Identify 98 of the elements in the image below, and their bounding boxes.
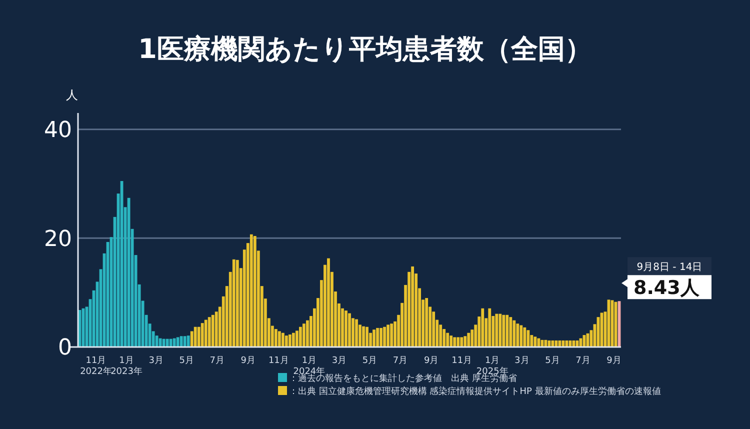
bar	[211, 314, 214, 347]
bar	[544, 340, 548, 347]
x-tick-label: 7月	[210, 356, 224, 366]
bar	[464, 336, 467, 347]
x-tick-label: 5月	[179, 356, 194, 366]
bar	[362, 326, 365, 347]
bar	[516, 324, 520, 347]
bar	[467, 332, 470, 347]
bar	[425, 298, 428, 347]
y-tick-label: 20	[44, 226, 72, 252]
bar	[453, 337, 456, 347]
bar	[390, 324, 393, 347]
chart-title: 1医療機関あたり平均患者数（全国）	[138, 34, 592, 65]
bar	[376, 328, 379, 347]
bar	[274, 329, 278, 347]
bar	[520, 325, 523, 347]
bar	[288, 334, 292, 347]
bar	[372, 330, 376, 347]
bar	[562, 340, 565, 347]
x-tick-label: 7月	[576, 356, 590, 366]
bar	[232, 259, 236, 347]
bar	[537, 338, 540, 347]
bar	[534, 336, 537, 347]
bar	[565, 340, 568, 347]
bar	[180, 336, 183, 347]
bar	[380, 328, 382, 347]
x-tick-label: 11月	[452, 356, 472, 366]
y-axis-title: 人	[66, 88, 78, 102]
bar	[208, 317, 211, 347]
x-tick-label: 1月 2023年	[110, 356, 142, 377]
bar	[250, 234, 253, 347]
bar	[450, 336, 453, 347]
bar	[253, 236, 256, 347]
bar	[488, 308, 492, 347]
y-tick-label: 40	[44, 118, 72, 144]
annotation: 8.43人	[633, 277, 700, 300]
bar	[355, 319, 358, 347]
bar	[383, 326, 386, 347]
bar	[526, 330, 530, 347]
bar	[446, 332, 450, 347]
bar	[281, 332, 284, 347]
bar	[302, 324, 306, 347]
bar	[366, 326, 368, 347]
x-tick-label: 11月 2022年	[80, 356, 112, 377]
bar	[186, 336, 190, 347]
bar	[158, 338, 162, 347]
bar	[551, 340, 554, 347]
bar	[306, 320, 309, 347]
x-tick-label: 3月	[514, 356, 530, 366]
bar	[548, 340, 551, 347]
bar	[172, 338, 176, 347]
x-tick-label: 7月	[392, 356, 408, 366]
y-tick-label: 0	[58, 336, 72, 361]
text: 9月8日 - 14日	[636, 262, 702, 274]
bar	[327, 258, 330, 347]
bar	[456, 337, 460, 347]
bar	[169, 338, 172, 347]
x-tick-label: 5月	[362, 356, 378, 366]
bar	[523, 327, 526, 347]
bar	[194, 326, 197, 347]
bar	[284, 336, 288, 347]
x-tick-label: 9月	[424, 356, 439, 366]
bar	[236, 260, 239, 347]
x-tick-label: 3月	[148, 356, 164, 366]
bar	[204, 320, 208, 347]
bar	[190, 331, 194, 347]
bar	[292, 332, 295, 347]
bar	[183, 336, 186, 347]
legend-label: ：出典 国立健康危機管理研究機構 感染症情報提供サイトHP 最新値のみ厚生労働省の速報値	[289, 386, 661, 397]
bar	[176, 337, 180, 347]
bar	[481, 308, 484, 347]
bar	[162, 338, 166, 347]
bar	[386, 324, 390, 347]
x-tick-label: 9月	[606, 356, 622, 366]
bar	[498, 314, 502, 347]
bar	[460, 337, 464, 347]
bar	[299, 326, 302, 347]
bar	[512, 320, 516, 347]
bar	[296, 330, 298, 347]
bar	[558, 340, 562, 347]
legend-label: ：過去の報告をもとに集計した参考値 出典 厚生労働省	[289, 373, 517, 384]
bar	[540, 340, 544, 347]
bar	[509, 317, 512, 347]
x-tick-label: 5月	[545, 356, 560, 366]
bar	[278, 331, 281, 347]
bar	[197, 326, 200, 347]
bar	[554, 340, 558, 347]
bar	[495, 314, 498, 347]
bar	[344, 310, 348, 347]
bar	[166, 338, 169, 347]
bar	[411, 266, 414, 347]
bar	[348, 313, 351, 347]
x-tick-label: 11月	[268, 356, 289, 366]
bar	[200, 323, 204, 347]
bar	[502, 314, 506, 347]
x-tick-label: 3月	[332, 356, 347, 366]
x-tick-label: 9月	[240, 356, 256, 366]
bar	[506, 314, 509, 347]
